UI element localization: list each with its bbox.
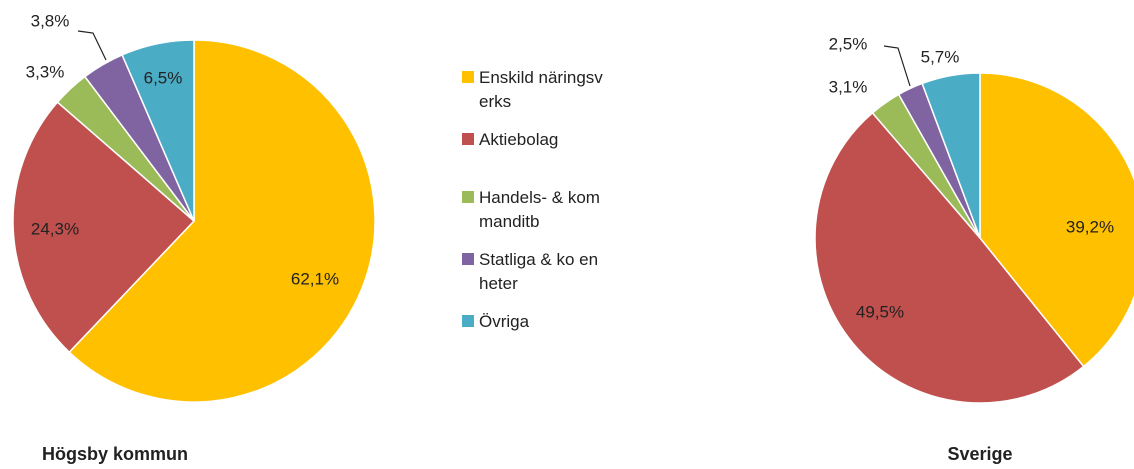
chart-title: Sverige — [947, 444, 1012, 464]
legend-item: Enskild näringsverks — [462, 66, 622, 114]
legend-label: Aktiebolag — [479, 130, 559, 149]
data-label: 5,7% — [921, 47, 960, 66]
leader-line — [883, 45, 911, 87]
legend-label: Statliga & ko enheter — [479, 250, 599, 293]
data-label: 2,5% — [829, 34, 868, 53]
data-label: 3,3% — [26, 62, 65, 81]
legend-label: Övriga — [479, 312, 530, 331]
legend-item: Övriga — [462, 310, 622, 334]
legend-swatch — [462, 253, 474, 265]
pie-slice — [68, 39, 376, 403]
legend-swatch — [462, 71, 474, 83]
data-label: 62,1% — [291, 269, 339, 288]
legend-swatch — [462, 315, 474, 327]
data-label: 6,5% — [144, 68, 183, 87]
legend-item: Handels- & kommanditb — [462, 186, 622, 234]
data-label: 3,8% — [31, 11, 70, 30]
legend-swatch — [462, 133, 474, 145]
pie-slice — [921, 72, 981, 239]
legend-swatch — [462, 191, 474, 203]
data-label: 24,3% — [31, 219, 79, 238]
pie-slice — [814, 111, 1085, 404]
legend: Enskild näringsverks Aktiebolag Handels- &… — [462, 66, 622, 348]
legend-label: Handels- & kommanditb — [479, 188, 600, 231]
legend-item: Aktiebolag — [462, 128, 622, 152]
legend-item: Statliga & ko enheter — [462, 248, 622, 296]
data-label: 3,1% — [829, 77, 868, 96]
leader-line — [77, 30, 107, 61]
data-label: 49,5% — [856, 302, 904, 321]
pie-slice — [12, 101, 196, 354]
pie-slice — [121, 39, 195, 222]
pie-slice — [979, 72, 1134, 368]
legend-label: Enskild näringsverks — [479, 68, 603, 111]
chart-title: Högsby kommun — [42, 444, 188, 464]
data-label: 39,2% — [1066, 217, 1114, 236]
